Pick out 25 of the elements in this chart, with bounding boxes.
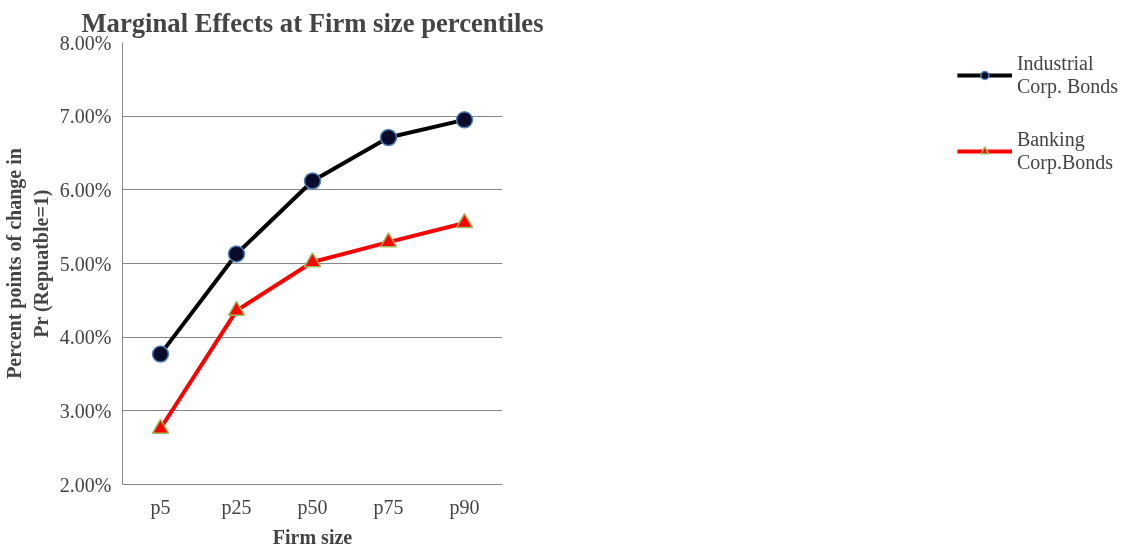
x-axis-title: Firm size (272, 525, 353, 548)
y-tick-label: 3.00% (59, 399, 112, 422)
point (379, 232, 398, 248)
point (303, 172, 322, 190)
point (379, 128, 398, 147)
y-tick-label: 2.00% (59, 473, 112, 496)
x-tick-label: p5 (150, 495, 171, 519)
point (303, 252, 322, 268)
point (151, 418, 170, 434)
point (455, 213, 474, 229)
point (227, 300, 246, 317)
x-tick-label: p90 (449, 495, 480, 519)
x-tick-label: p50 (297, 495, 328, 519)
legend-label: Industrial Corp. Bonds (1016, 52, 1118, 98)
x-tick-label: p75 (373, 495, 404, 519)
y-tick-label: 6.00% (59, 178, 112, 201)
y-tick-label: 4.00% (59, 326, 112, 349)
point (455, 111, 474, 129)
x-tick-label: p25 (221, 495, 252, 519)
legend-label: Banking Corp.Bonds (1016, 128, 1113, 174)
y-tick-label: 7.00% (59, 105, 112, 128)
y-tick-label: 5.00% (59, 252, 112, 275)
point (227, 245, 246, 263)
y-axis-title: Percent points of change in Pr (Repuatble=1) (3, 148, 53, 379)
point (151, 345, 170, 363)
